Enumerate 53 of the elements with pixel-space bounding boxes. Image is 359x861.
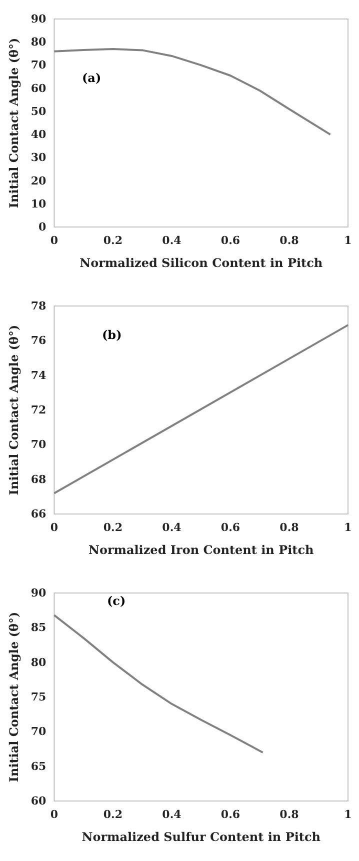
- x-axis-title: Normalized Iron Content in Pitch: [88, 543, 314, 557]
- y-tick-label: 70: [30, 58, 47, 72]
- x-tick-label: 0.8: [280, 521, 300, 534]
- x-tick-label: 0: [50, 808, 58, 821]
- y-axis-title: Initial Contact Angle (θ°): [7, 612, 21, 782]
- y-tick-label: 90: [30, 12, 47, 26]
- y-tick-label: 72: [30, 404, 46, 416]
- x-tick-label: 0.2: [103, 808, 123, 821]
- x-axis-title: Normalized Sulfur Content in Pitch: [82, 830, 321, 844]
- x-axis-title: Normalized Silicon Content in Pitch: [80, 256, 323, 270]
- y-tick-label: 40: [30, 128, 47, 142]
- line-series: [53, 48, 332, 136]
- x-tick-label: 0.2: [103, 521, 123, 534]
- y-tick-label: 66: [30, 508, 47, 520]
- y-tick-label: 60: [30, 794, 47, 808]
- x-tick-label: 0.4: [162, 234, 182, 247]
- x-tick-label: 0.8: [280, 234, 300, 247]
- x-tick-label: 0.8: [280, 808, 300, 821]
- annotation: (a): [82, 71, 102, 85]
- y-tick-label: 10: [30, 197, 47, 210]
- x-tick-label: 0.2: [103, 234, 123, 247]
- y-tick-label: 80: [30, 36, 47, 49]
- y-tick-label: 60: [30, 82, 47, 95]
- x-tick-label: 1: [344, 234, 352, 247]
- x-tick-label: 0: [50, 234, 58, 247]
- x-tick-label: 0: [50, 521, 58, 534]
- y-tick-label: 90: [30, 586, 47, 600]
- y-tick-label: 76: [30, 334, 47, 348]
- line-series: [53, 614, 264, 754]
- y-tick-label: 20: [30, 174, 47, 188]
- annotation: (b): [102, 328, 122, 342]
- y-tick-label: 85: [30, 621, 46, 634]
- y-tick-label: 75: [30, 690, 46, 704]
- y-tick-label: 80: [30, 656, 47, 669]
- y-tick-label: 70: [30, 725, 47, 738]
- x-tick-label: 0.4: [162, 521, 182, 534]
- y-axis-title: Initial Contact Angle (θ°): [7, 38, 21, 208]
- y-tick-label: 30: [30, 151, 47, 164]
- x-tick-label: 1: [344, 808, 352, 821]
- x-tick-label: 1: [344, 521, 352, 534]
- y-tick-label: 78: [30, 300, 47, 312]
- y-tick-label: 50: [30, 104, 47, 118]
- y-tick-label: 68: [30, 472, 47, 486]
- x-tick-label: 0.6: [220, 521, 240, 534]
- x-tick-label: 0.6: [220, 808, 240, 821]
- x-tick-label: 0.4: [162, 808, 182, 821]
- annotation: (c): [107, 594, 126, 608]
- y-tick-label: 0: [38, 220, 47, 234]
- x-tick-label: 0.6: [220, 234, 240, 247]
- y-tick-label: 65: [30, 760, 46, 773]
- y-tick-label: 70: [30, 438, 47, 452]
- y-tick-label: 74: [30, 368, 47, 382]
- y-axis-title: Initial Contact Angle (θ°): [7, 324, 21, 496]
